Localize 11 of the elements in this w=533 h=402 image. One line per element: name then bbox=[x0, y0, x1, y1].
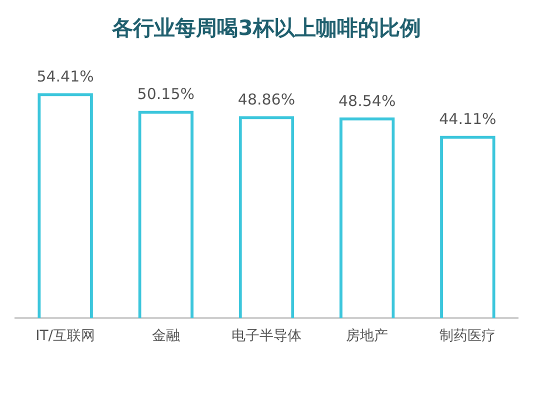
x-tick-label: 电子半导体 bbox=[232, 328, 302, 344]
x-tick-label: 房地产 bbox=[346, 328, 388, 344]
data-label: 48.54% bbox=[338, 92, 396, 110]
data-label: 48.86% bbox=[238, 90, 296, 108]
x-tick-label: 金融 bbox=[152, 328, 180, 344]
data-label: 44.11% bbox=[439, 110, 496, 128]
x-tick-label: 制药医疗 bbox=[440, 328, 496, 344]
data-label: 50.15% bbox=[137, 85, 194, 104]
x-tick-label: IT/互联网 bbox=[36, 328, 96, 344]
data-label: 54.41% bbox=[36, 68, 94, 86]
chart-title: 各行业每周喝3杯以上咖啡的比例 bbox=[110, 15, 422, 42]
